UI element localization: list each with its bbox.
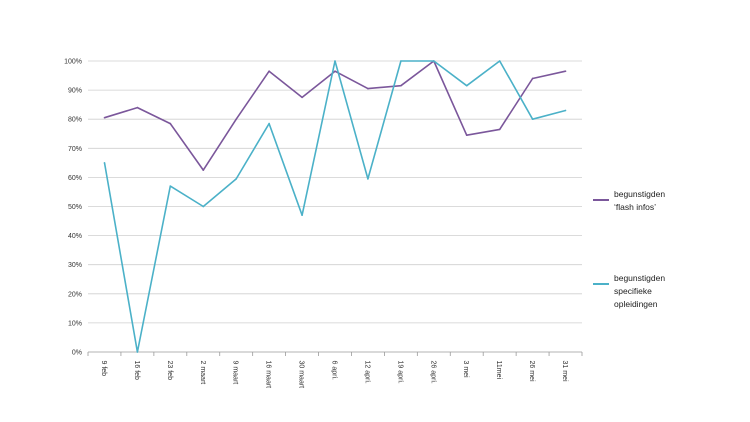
x-tick-label: 31 mei	[561, 361, 568, 382]
legend-label-specifieke-opleidingen: begunstigden specifieke opleidingen	[614, 273, 666, 309]
legend-label-flash-infos: begunstigden ‘flash infos’	[614, 189, 666, 212]
x-tick-label: 9 maart	[232, 361, 239, 385]
legend-swatch-flash-infos	[593, 199, 609, 201]
data-point	[367, 87, 369, 90]
data-point	[235, 178, 237, 180]
data-point	[531, 118, 534, 120]
data-point	[202, 205, 205, 208]
y-tick-label: 20%	[68, 291, 82, 298]
x-tick-label: 23 feb	[166, 361, 173, 381]
x-axis: 9 feb 16 feb 23 feb 2 maart 9 maart 16 maart 3…	[87, 352, 583, 389]
data-point	[400, 84, 402, 87]
y-tick-label: 70%	[68, 146, 82, 153]
x-tick-label: 6 apri.	[331, 361, 338, 381]
y-tick-label: 80%	[68, 117, 82, 124]
series-line-0	[104, 60, 566, 171]
data-point	[136, 351, 139, 353]
data-point	[531, 77, 534, 80]
x-tick-label: 2 maart	[199, 361, 206, 385]
y-tick-label: 100%	[64, 59, 82, 66]
data-point	[465, 84, 468, 87]
data-point	[301, 214, 303, 217]
x-tick-label: 16 feb	[133, 361, 140, 381]
x-tick-label: 12 apri.	[363, 361, 370, 384]
data-point	[498, 60, 501, 62]
series-lines	[103, 60, 567, 353]
x-tick-label: 26 mei	[528, 361, 535, 382]
legend-swatch-specifieke-opleidingen	[593, 283, 609, 285]
data-point	[169, 122, 172, 125]
legend-item-specifieke-opleidingen: begunstigden specifieke opleidingen	[593, 272, 704, 311]
data-point	[136, 106, 139, 109]
data-point	[202, 169, 205, 171]
data-point	[564, 70, 567, 72]
data-point	[433, 60, 435, 62]
y-tick-label: 30%	[68, 262, 82, 269]
data-point	[334, 60, 336, 62]
data-point	[268, 122, 270, 125]
data-point	[465, 134, 468, 137]
y-axis: 0% 10% 20% 30% 40% 50% 60% 70% 80% 90% 100%	[64, 59, 82, 357]
data-point	[268, 70, 270, 72]
data-point	[400, 60, 402, 62]
x-tick-label: 11mei	[495, 361, 502, 380]
y-tick-label: 0%	[72, 350, 82, 357]
x-tick-label: 30 maart	[298, 361, 305, 389]
x-tick-label: 3 mei	[462, 361, 469, 379]
x-tick-label: 16 maart	[265, 361, 272, 389]
data-point	[367, 178, 369, 180]
x-tick-label: 26 apri.	[429, 361, 436, 384]
y-tick-label: 90%	[68, 88, 82, 95]
data-point	[564, 109, 567, 112]
x-tick-label: 19 apri.	[396, 361, 403, 384]
data-point	[498, 128, 501, 131]
data-point	[169, 185, 172, 187]
y-tick-label: 10%	[68, 320, 82, 327]
data-point	[334, 70, 336, 72]
gridlines	[88, 60, 582, 353]
data-point	[103, 116, 106, 119]
data-point	[103, 162, 106, 164]
data-point	[301, 96, 303, 99]
y-tick-label: 60%	[68, 175, 82, 182]
legend-item-flash-infos: begunstigden ‘flash infos’	[593, 188, 704, 214]
y-tick-label: 40%	[68, 233, 82, 240]
data-point	[235, 118, 237, 120]
x-tick-label: 9 feb	[100, 361, 107, 377]
y-tick-label: 50%	[68, 204, 82, 211]
